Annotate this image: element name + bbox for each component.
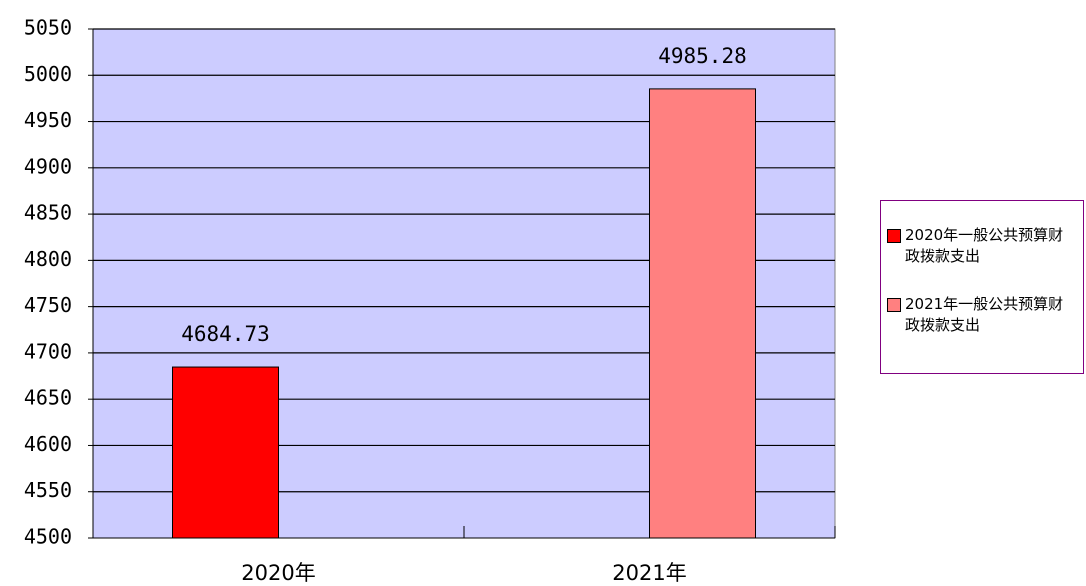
y-tick-label: 5000 — [24, 62, 72, 86]
legend-label: 2021年一般公共预算财政拨款支出 — [905, 295, 1064, 334]
legend: 2020年一般公共预算财政拨款支出 2021年一般公共预算财政拨款支出 — [880, 200, 1084, 374]
legend-entry: 2021年一般公共预算财政拨款支出 — [887, 294, 1079, 336]
x-tick-label: 2020年 — [241, 561, 315, 585]
y-tick-label: 4800 — [24, 247, 72, 271]
bar — [649, 88, 756, 539]
value-label: 4684.73 — [181, 322, 270, 346]
y-tick-label: 4600 — [24, 432, 72, 456]
y-tick-label: 4550 — [24, 478, 72, 502]
value-label: 4985.28 — [658, 44, 747, 68]
x-tick-label: 2021年 — [612, 561, 686, 585]
y-tick-label: 4650 — [24, 386, 72, 410]
legend-swatch — [887, 229, 901, 243]
y-tick-label: 4500 — [24, 525, 72, 549]
y-tick-label: 5050 — [24, 16, 72, 40]
legend-label: 2020年一般公共预算财政拨款支出 — [905, 226, 1064, 265]
bar — [172, 366, 279, 539]
y-tick-label: 4700 — [24, 339, 72, 363]
y-tick-label: 4950 — [24, 108, 72, 132]
y-tick-label: 4900 — [24, 154, 72, 178]
y-tick-label: 4850 — [24, 201, 72, 225]
legend-entry: 2020年一般公共预算财政拨款支出 — [887, 225, 1079, 267]
legend-swatch — [887, 298, 901, 312]
y-tick-label: 4750 — [24, 293, 72, 317]
